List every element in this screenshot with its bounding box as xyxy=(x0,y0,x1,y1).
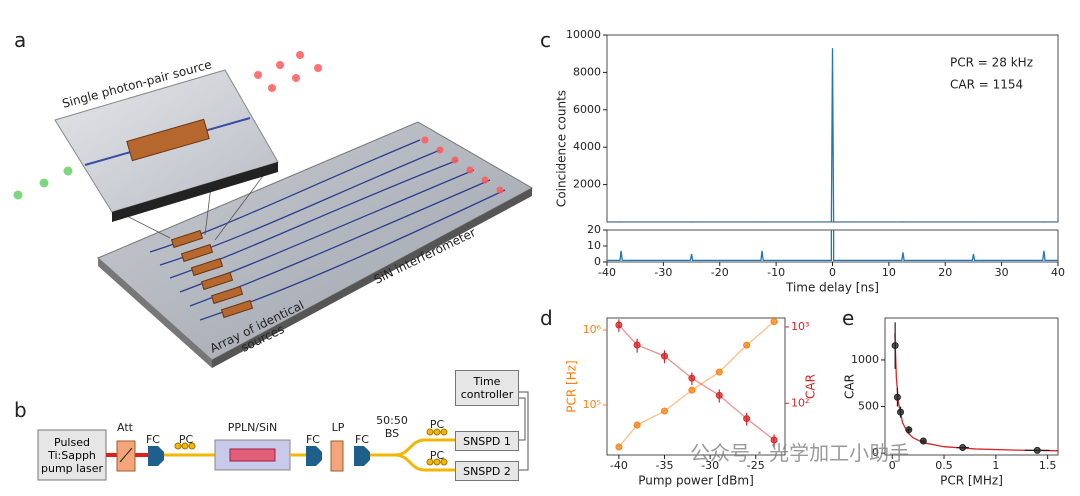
data-point xyxy=(661,352,669,360)
detector: SNSPD 1 xyxy=(455,431,519,451)
x-tick-label: 0 xyxy=(829,266,836,279)
panel-label: e xyxy=(842,306,855,330)
y-tick-label: 4000 xyxy=(573,140,601,153)
x-tick-label: -35 xyxy=(656,459,674,472)
x-tick-label: 0 xyxy=(889,459,896,472)
x-tick-label: 0.5 xyxy=(935,459,953,472)
y-tick-label: 10000 xyxy=(566,28,601,41)
data-point xyxy=(688,374,696,382)
y-axis-label: CAR xyxy=(843,374,857,399)
x-tick-label: 1 xyxy=(992,459,999,472)
data-point xyxy=(615,321,623,329)
component-label: FC xyxy=(354,433,369,446)
y-tick-label: 500 xyxy=(858,400,879,413)
data-point xyxy=(661,407,669,415)
plot-frame xyxy=(606,34,1059,223)
data-point xyxy=(743,415,751,423)
x-tick-label: -10 xyxy=(767,266,785,279)
series-line xyxy=(607,230,1058,262)
x-tick-label: -40 xyxy=(610,459,628,472)
component-label: 50:50 BS xyxy=(376,414,408,440)
watermark: 公众号 · 光学加工小助手 xyxy=(690,441,910,465)
time-controller: Time controller xyxy=(455,370,519,406)
x-tick-label: -25 xyxy=(747,459,765,472)
y-tick-label: 2000 xyxy=(573,178,601,191)
component-label: PC xyxy=(429,418,445,431)
data-point xyxy=(891,342,899,350)
y-axis-label: PCR [Hz] xyxy=(565,360,579,412)
panel-label: a xyxy=(14,28,27,52)
annotation: CAR = 1154 xyxy=(950,78,1023,92)
series-line xyxy=(894,333,1058,452)
y2-tick-label: 10² xyxy=(791,396,809,409)
x-axis-label: PCR [MHz] xyxy=(940,474,1003,488)
x-tick-label: -20 xyxy=(711,266,729,279)
y-axis-label: Coincidence counts xyxy=(555,90,569,207)
x-tick-label: -30 xyxy=(654,266,672,279)
data-point xyxy=(715,391,723,399)
y-tick-label: 6000 xyxy=(573,103,601,116)
x-axis-label: Time delay [ns] xyxy=(785,281,879,295)
data-point xyxy=(770,436,778,444)
data-point xyxy=(897,408,905,416)
x-axis-label: Pump power [dBm] xyxy=(638,474,754,488)
laser-label: Pulsed Ti:Sapph pump laser xyxy=(41,435,103,475)
plot-frame xyxy=(884,317,1059,456)
y-tick-label: 10⁵ xyxy=(583,398,601,411)
data-point xyxy=(615,443,623,451)
panel-label: c xyxy=(540,28,551,52)
data-point xyxy=(715,368,723,376)
panel-label: b xyxy=(14,398,27,422)
x-tick-label: 1.5 xyxy=(1039,459,1057,472)
data-point xyxy=(1033,446,1041,454)
y-tick-label: 10⁶ xyxy=(583,323,602,336)
x-tick-label: 20 xyxy=(938,266,952,279)
y-tick-label: 0 xyxy=(872,446,879,459)
data-point xyxy=(959,444,967,452)
series-line xyxy=(607,48,1058,222)
y-tick-label: 8000 xyxy=(573,65,601,78)
y-tick-label: 20 xyxy=(587,223,601,236)
detector: SNSPD 2 xyxy=(455,461,519,481)
annotation: PCR = 28 kHz xyxy=(950,56,1033,70)
component-label: Att xyxy=(117,421,133,434)
data-point xyxy=(743,341,751,349)
component-label: FC xyxy=(305,433,320,446)
x-tick-label: 30 xyxy=(995,266,1009,279)
data-point xyxy=(770,318,778,326)
data-point xyxy=(688,386,696,394)
data-point xyxy=(919,437,927,445)
data-point xyxy=(633,341,641,349)
y2-tick-label: 10³ xyxy=(791,320,809,333)
x-tick-label: -40 xyxy=(598,266,616,279)
x-tick-label: -30 xyxy=(701,459,719,472)
data-point xyxy=(893,393,901,401)
component-label: FC xyxy=(145,433,160,446)
x-tick-label: 10 xyxy=(882,266,896,279)
panel-label: d xyxy=(540,306,553,330)
component-label: PC xyxy=(178,433,194,446)
component-label: LP xyxy=(331,421,345,434)
setup-schematic xyxy=(37,391,529,481)
y-tick-label: 1000 xyxy=(851,353,879,366)
plot-frame xyxy=(606,317,786,456)
data-point xyxy=(905,426,913,434)
y2-axis-label: CAR xyxy=(804,374,818,399)
y-tick-label: 10 xyxy=(587,239,601,252)
x-tick-label: 40 xyxy=(1051,266,1065,279)
component-label: PPLN/SiN xyxy=(227,421,278,434)
data-point xyxy=(633,421,641,429)
component-label: PC xyxy=(429,449,445,462)
plot-frame xyxy=(606,229,1059,263)
chip-illustration xyxy=(13,51,534,368)
series-line xyxy=(618,321,775,448)
y-tick-label: 0 xyxy=(594,255,601,268)
